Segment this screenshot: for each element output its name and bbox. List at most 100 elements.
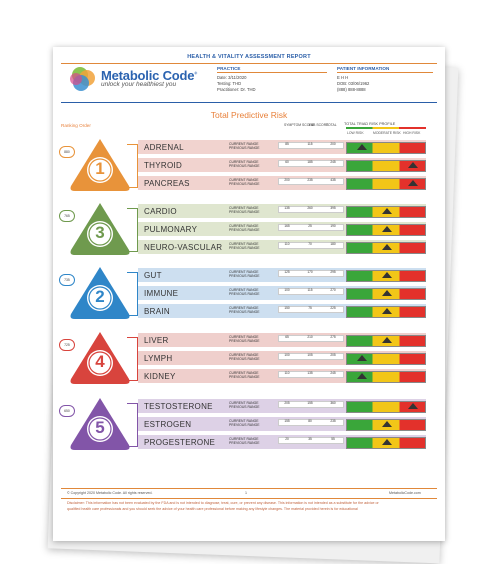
- patient-phone: (888) 888-8888: [337, 87, 366, 92]
- previous-range-label: PREVIOUS RANGE: [229, 423, 260, 428]
- score-box: [278, 141, 344, 149]
- footer-page-number: 1: [245, 491, 247, 495]
- report-title: HEALTH & VITALITY ASSESSMENT REPORT: [187, 54, 311, 60]
- risk-gauge: [346, 141, 426, 154]
- score-total: 360: [330, 401, 336, 405]
- score-total: 435: [330, 178, 336, 182]
- system-name: ESTROGEN: [144, 420, 192, 429]
- score-box: [278, 334, 344, 342]
- system-name: LIVER: [144, 336, 169, 345]
- previous-range-label: PREVIOUS RANGE: [229, 146, 260, 151]
- score-box: [278, 400, 344, 408]
- previous-range-label: PREVIOUS RANGE: [229, 405, 260, 410]
- system-name: BRAIN: [144, 307, 170, 316]
- current-range-label: CURRENT RANGE: [229, 353, 259, 357]
- patient-name: E H H: [337, 75, 349, 80]
- score-lab: 70: [308, 242, 312, 246]
- score-total: 225: [330, 306, 336, 310]
- score-box: [278, 418, 344, 426]
- score-box: [278, 352, 344, 360]
- risk-marker-icon: [408, 162, 418, 168]
- system-name: TESTOSTERONE: [144, 402, 213, 411]
- risk-marker-icon: [382, 272, 392, 278]
- score-box: [278, 205, 344, 213]
- practice-date: Date: 3/11/2020: [217, 75, 247, 80]
- score-symptom: 205: [284, 401, 290, 405]
- range-labels: CURRENT RANGE PREVIOUS RANGE: [229, 419, 260, 427]
- current-range-label: CURRENT RANGE: [229, 288, 259, 292]
- score-total: 275: [330, 335, 336, 339]
- range-labels: CURRENT RANGE PREVIOUS RANGE: [229, 401, 260, 409]
- risk-marker-icon: [357, 355, 367, 361]
- previous-range-label: PREVIOUS RANGE: [229, 357, 260, 362]
- range-labels: CURRENT RANGE PREVIOUS RANGE: [229, 270, 260, 278]
- range-labels: CURRENT RANGE PREVIOUS RANGE: [229, 437, 260, 445]
- range-labels: CURRENT RANGE PREVIOUS RANGE: [229, 178, 260, 186]
- rank-triangle-icon: [70, 332, 130, 384]
- system-name: THYROID: [144, 161, 183, 170]
- score-box: [278, 241, 344, 249]
- risk-marker-icon: [357, 373, 367, 379]
- system-name: GUT: [144, 271, 162, 280]
- range-labels: CURRENT RANGE PREVIOUS RANGE: [229, 160, 260, 168]
- score-lab: 115: [307, 288, 313, 292]
- previous-range-label: PREVIOUS RANGE: [229, 292, 260, 297]
- rank-triangle-icon: [70, 139, 130, 191]
- range-labels: CURRENT RANGE PREVIOUS RANGE: [229, 224, 260, 232]
- score-symptom: 100: [284, 353, 290, 357]
- header-bottom-rule: [61, 102, 437, 103]
- rank-number: 1: [95, 159, 105, 178]
- practice-info: Date: 3/11/2020 Testing: THD Practitione…: [217, 75, 256, 93]
- range-labels: CURRENT RANGE PREVIOUS RANGE: [229, 353, 260, 361]
- score-lab: 185: [307, 160, 313, 164]
- footer-site[interactable]: MetabolicCode.com: [389, 491, 421, 495]
- score-box: [278, 159, 344, 167]
- score-lab: 170: [307, 270, 313, 274]
- current-range-label: CURRENT RANGE: [229, 224, 259, 228]
- system-name: PROGESTERONE: [144, 438, 216, 447]
- score-total: 270: [330, 288, 336, 292]
- score-lab: 260: [307, 206, 313, 210]
- risk-marker-icon: [408, 180, 418, 186]
- practice-practitioner: Practitioner: Dr. THD: [217, 87, 256, 92]
- rank-score: 765: [59, 210, 75, 222]
- previous-range-label: PREVIOUS RANGE: [229, 375, 260, 380]
- risk-marker-icon: [382, 290, 392, 296]
- patient-rule: [337, 72, 433, 73]
- score-symptom: 150: [284, 306, 290, 310]
- risk-marker-icon: [382, 226, 392, 232]
- report-page: HEALTH & VITALITY ASSESSMENT REPORT Meta…: [53, 47, 445, 541]
- risk-marker-icon: [408, 403, 418, 409]
- current-range-label: CURRENT RANGE: [229, 437, 259, 441]
- range-labels: CURRENT RANGE PREVIOUS RANGE: [229, 335, 260, 343]
- rank-badge: [67, 329, 133, 387]
- score-lab: 235: [307, 178, 313, 182]
- score-lab: 155: [307, 401, 313, 405]
- score-total: 235: [330, 419, 336, 423]
- col-symptom: SYMPTOM SCORE: [284, 123, 315, 127]
- disclaimer-line-1: Disclaimer: This information has not bee…: [67, 501, 379, 505]
- score-symptom: 110: [284, 242, 290, 246]
- risk-marker-icon: [382, 244, 392, 250]
- score-box: [278, 436, 344, 444]
- rank-triangle-icon: [70, 398, 130, 450]
- risk-marker-icon: [382, 421, 392, 427]
- logo-tagline: unlock your healthiest you: [101, 81, 177, 88]
- rank-score: 735: [59, 274, 75, 286]
- score-symptom: 200: [284, 178, 290, 182]
- current-range-label: CURRENT RANGE: [229, 371, 259, 375]
- rank-triangle-icon: [70, 267, 130, 319]
- score-lab: 35: [308, 437, 312, 441]
- score-total: 245: [330, 160, 336, 164]
- score-lab: 25: [308, 224, 312, 228]
- score-box: [278, 223, 344, 231]
- previous-range-label: PREVIOUS RANGE: [229, 339, 260, 344]
- range-labels: CURRENT RANGE PREVIOUS RANGE: [229, 288, 260, 296]
- rank-number: 2: [95, 287, 105, 306]
- current-range-label: CURRENT RANGE: [229, 242, 259, 246]
- score-symptom: 60: [285, 160, 289, 164]
- previous-range-label: PREVIOUS RANGE: [229, 182, 260, 187]
- patient-info: E H H DOB: 03/06/1962 (888) 888-8888: [337, 75, 369, 93]
- previous-range-label: PREVIOUS RANGE: [229, 441, 260, 446]
- score-symptom: 135: [284, 206, 290, 210]
